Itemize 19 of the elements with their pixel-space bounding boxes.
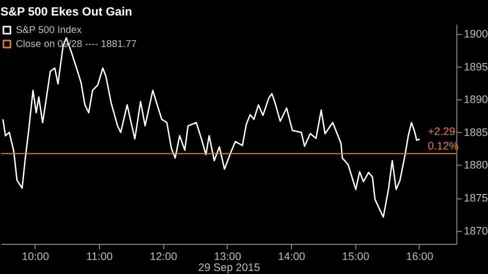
y-tick-label: 1885 <box>464 126 488 139</box>
x-tick-label: 13:00 <box>214 251 242 264</box>
y-tick-label: 1900 <box>464 28 488 40</box>
x-tick-label: 12:00 <box>150 251 178 264</box>
y-tick-label: 1890 <box>464 94 488 106</box>
annotation: +2.29 <box>428 126 456 138</box>
y-tick-label: 1895 <box>464 61 488 74</box>
x-tick-label: 11:00 <box>86 251 113 264</box>
line-series <box>2 37 421 218</box>
x-tick-label: 15:00 <box>342 251 370 264</box>
y-tick-label: 1880 <box>464 160 488 172</box>
x-tick-label: 16:00 <box>406 251 434 264</box>
x-tick-label: 14:00 <box>278 251 306 264</box>
legend-label: S&P 500 Index <box>16 25 82 36</box>
x-tick-label: 10:00 <box>22 251 50 264</box>
y-tick-label: 1875 <box>464 192 488 204</box>
x-axis-title: 29 Sep 2015 <box>198 262 260 274</box>
y-tick-label: 1870 <box>464 225 488 238</box>
chart-title: S&P 500 Ekes Out Gain <box>0 4 132 18</box>
